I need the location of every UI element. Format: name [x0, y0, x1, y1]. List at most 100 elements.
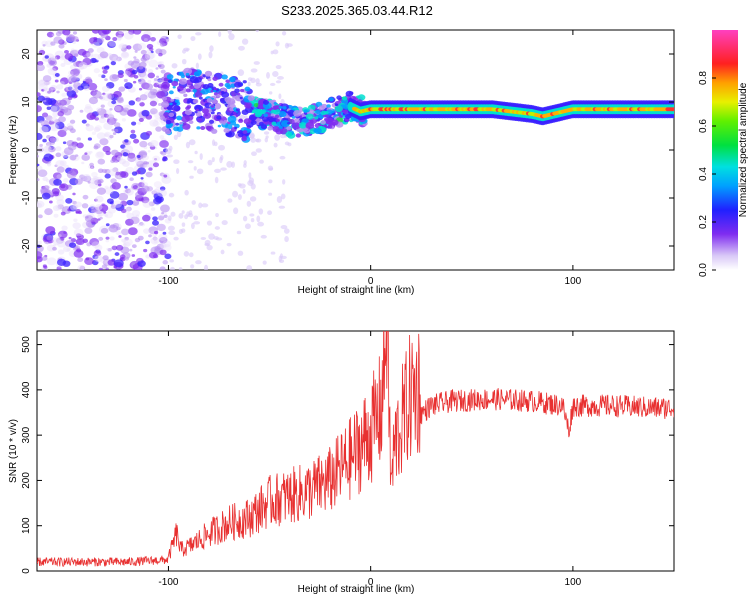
heatmap-cell — [129, 187, 133, 190]
heatmap-cell — [132, 209, 141, 217]
heatmap-cell — [82, 194, 89, 200]
heatmap-cell — [41, 124, 51, 133]
heatmap-cell — [152, 236, 158, 241]
heatmap-cell — [105, 150, 111, 156]
heatmap-cell — [200, 125, 206, 131]
heatmap-cell — [125, 166, 135, 175]
heatmap-cell — [140, 177, 144, 180]
heatmap-cell — [89, 238, 100, 246]
heatmap-cell — [250, 217, 255, 223]
heatmap-cell — [280, 255, 287, 260]
heatmap-cell — [153, 77, 158, 81]
heatmap-cell — [42, 44, 46, 47]
heatmap-cell — [148, 167, 153, 171]
heatmap-cell — [285, 131, 293, 137]
heatmap-cell — [61, 92, 67, 97]
heatmap-cell — [39, 143, 43, 147]
heatmap-cell — [53, 244, 57, 247]
y-tick-label: 20 — [21, 48, 32, 60]
heatmap-cell — [303, 109, 308, 113]
heatmap-cell — [126, 109, 137, 117]
heatmap-cell — [112, 56, 119, 62]
heatmap-cell — [58, 116, 66, 123]
heatmap-cell — [143, 228, 150, 234]
heatmap-cell — [268, 167, 274, 171]
heatmap-cell — [214, 168, 221, 174]
heatmap-cell — [91, 171, 98, 178]
heatmap-cell — [158, 236, 168, 244]
heatmap-cell — [72, 204, 79, 210]
heatmap-cell — [156, 91, 166, 99]
heatmap-cell — [167, 215, 172, 222]
heatmap-cell — [169, 102, 173, 106]
heatmap-cell — [115, 31, 125, 38]
heatmap-cell — [105, 239, 110, 243]
heatmap-cell — [175, 167, 180, 175]
heatmap-cell — [46, 106, 51, 111]
heatmap-cell — [144, 52, 155, 60]
heatmap-cell — [172, 85, 176, 89]
heatmap-cell — [247, 133, 255, 139]
heatmap-cell — [131, 254, 136, 257]
heatmap-cell — [122, 30, 128, 32]
heatmap-cell — [314, 127, 322, 135]
heatmap-cell — [234, 126, 238, 130]
heatmap-cell — [247, 95, 255, 101]
heatmap-cell — [320, 110, 327, 116]
heatmap-cell — [37, 63, 45, 72]
heatmap-cell — [237, 250, 244, 256]
heatmap-cell — [118, 158, 127, 165]
heatmap-cell — [211, 139, 216, 146]
heatmap-cell — [37, 178, 40, 182]
heatmap-cell — [102, 93, 112, 101]
heatmap-cell — [270, 50, 274, 55]
heatmap-cell — [207, 78, 212, 82]
heatmap-cell — [184, 109, 192, 116]
heatmap-cell — [199, 153, 203, 160]
heatmap-cell — [203, 112, 212, 119]
heatmap-cell — [287, 121, 291, 125]
heatmap-cell — [170, 266, 175, 270]
heatmap-cell — [294, 117, 301, 124]
heatmap-cell — [161, 175, 172, 184]
x-tick-label: 100 — [565, 276, 582, 287]
heatmap-cell — [63, 154, 69, 160]
heatmap-cell — [202, 83, 210, 90]
heatmap-cell — [246, 265, 253, 270]
heatmap-cell — [62, 245, 71, 253]
heatmap-cell — [145, 130, 152, 136]
heatmap-cell — [213, 87, 217, 91]
heatmap-cell — [72, 200, 77, 205]
heatmap-cell — [65, 84, 75, 92]
heatmap-cell — [108, 224, 119, 233]
heatmap-cell — [112, 200, 123, 208]
heatmap-cell — [89, 37, 98, 44]
heatmap-cell — [273, 108, 281, 115]
heatmap-cell — [173, 159, 180, 165]
heatmap-cell — [94, 198, 98, 202]
heatmap-cell — [37, 203, 43, 208]
heatmap-cell — [121, 47, 127, 52]
heatmap-cell — [260, 234, 267, 239]
heatmap-cell — [47, 90, 51, 94]
heatmap-cell — [165, 119, 172, 125]
heatmap-cell — [147, 142, 153, 147]
heatmap-cell — [118, 86, 126, 92]
heatmap-cell — [195, 260, 202, 265]
heatmap-cell — [320, 120, 326, 125]
heatmap-cell — [250, 68, 258, 73]
heatmap-cell — [114, 160, 118, 163]
heatmap-cell — [163, 112, 170, 118]
heatmap-cell — [106, 198, 114, 204]
heatmap-cell — [84, 76, 92, 82]
heatmap-cell — [267, 126, 273, 131]
heatmap-cell — [46, 235, 54, 241]
heatmap-cell — [249, 213, 255, 217]
heatmap-cell — [210, 105, 215, 108]
heatmap-cell — [284, 235, 289, 243]
heatmap-cell — [186, 100, 191, 104]
heatmap-cell — [93, 126, 101, 133]
heatmap-cell — [190, 36, 196, 42]
heatmap-cell — [149, 139, 159, 147]
heatmap-cell — [212, 89, 217, 93]
